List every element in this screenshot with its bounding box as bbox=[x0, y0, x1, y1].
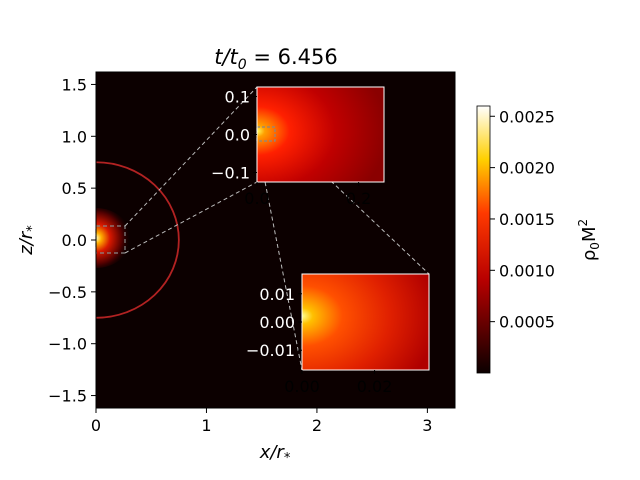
x-tick-label: 3 bbox=[422, 416, 432, 435]
colorbar-tick-label: 0.0010 bbox=[499, 261, 555, 280]
inset1-heatmap bbox=[257, 87, 384, 182]
main-y-ticks: 1.5 1.0 0.5 0.0 −0.5 −1.0 −1.5 bbox=[48, 75, 96, 406]
inset2-x-ticks: 0.00 0.02 bbox=[284, 370, 392, 396]
y-tick-label: 1.0 bbox=[62, 127, 87, 146]
colorbar-gradient bbox=[476, 105, 491, 374]
inset-x-tick-label: 0.00 bbox=[284, 377, 320, 396]
x-tick-label: 1 bbox=[201, 416, 211, 435]
inset-y-tick-label: 0.1 bbox=[225, 88, 250, 107]
inset2-y-ticks: 0.01 0.00 −0.01 bbox=[246, 285, 302, 360]
y-tick-label: 1.5 bbox=[62, 75, 87, 94]
inset-x-tick-label: 0.0 bbox=[244, 189, 269, 208]
y-tick-label: −0.5 bbox=[48, 283, 87, 302]
x-tick-label: 2 bbox=[312, 416, 322, 435]
y-tick-label: 0.5 bbox=[62, 179, 87, 198]
x-tick-label: 0 bbox=[91, 416, 101, 435]
colorbar: 0.0025 0.0020 0.0015 0.0010 0.0005 ρ0M2 bbox=[476, 105, 602, 374]
inset-x-tick-label: 0.2 bbox=[346, 189, 371, 208]
y-tick-label: −1.5 bbox=[48, 387, 87, 406]
colorbar-label: ρ0M2 bbox=[576, 219, 602, 261]
inset2-axes: 0.00 0.02 0.01 0.00 −0.01 bbox=[246, 273, 430, 396]
inset-y-tick-label: −0.01 bbox=[246, 341, 295, 360]
inset-y-tick-label: 0.00 bbox=[259, 313, 295, 332]
main-axes: 0 1 2 3 1.5 1.0 0.5 0.0 −0.5 −1.0 −1.5 bbox=[48, 71, 456, 435]
main-x-ticks: 0 1 2 3 bbox=[91, 408, 432, 435]
connector-line bbox=[124, 181, 258, 254]
inset-y-tick-label: −0.1 bbox=[211, 164, 250, 183]
colorbar-tick-label: 0.0020 bbox=[499, 159, 555, 178]
inset-x-tick-label: 0.02 bbox=[357, 377, 393, 396]
inset1-y-ticks: 0.1 0.0 −0.1 bbox=[211, 88, 257, 183]
inset-y-tick-label: 0.0 bbox=[225, 126, 250, 145]
y-tick-label: −1.0 bbox=[48, 335, 87, 354]
colorbar-ticks: 0.0025 0.0020 0.0015 0.0010 0.0005 bbox=[490, 107, 555, 332]
inset-y-tick-label: 0.01 bbox=[259, 285, 295, 304]
chart-title: t/t0 = 6.456 bbox=[214, 45, 338, 73]
star-boundary-circle bbox=[96, 161, 180, 319]
inset1-x-ticks: 0.0 0.2 bbox=[244, 182, 371, 208]
colorbar-tick-label: 0.0015 bbox=[499, 210, 555, 229]
y-tick-label: 0.0 bbox=[62, 231, 87, 250]
colorbar-tick-label: 0.0005 bbox=[499, 313, 555, 332]
inset1-axes: 0.0 0.2 0.1 0.0 −0.1 bbox=[211, 86, 385, 208]
connector-line bbox=[124, 86, 258, 227]
x-axis-label: x/r* bbox=[259, 442, 291, 466]
y-axis-label: z/r* bbox=[16, 225, 40, 256]
inset2-heatmap bbox=[302, 274, 429, 370]
colorbar-tick-label: 0.0025 bbox=[499, 107, 555, 126]
